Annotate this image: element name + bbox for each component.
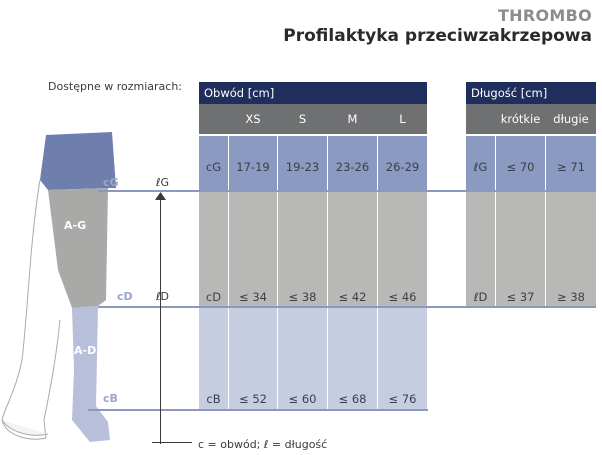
cell-cb-l: ≤ 76: [378, 308, 427, 410]
marker-cd: cD: [117, 290, 133, 303]
row-label-cg: cG: [199, 136, 228, 190]
stocking-leg-illustration: [1, 132, 116, 442]
cell-cg-m: 23-26: [328, 136, 377, 190]
row-label-cd: cD: [199, 192, 228, 306]
cell-cb-xs: ≤ 52: [229, 308, 277, 410]
circumference-header: Obwód [cm]: [199, 82, 427, 104]
size-column-s: S: [278, 104, 327, 134]
marker-lg: ℓG: [156, 176, 170, 189]
cell-ld-short: ≤ 37: [496, 192, 545, 306]
marker-cb: cB: [103, 392, 118, 405]
length-arrow-line: [160, 196, 161, 444]
row-label-lg: ℓG: [466, 136, 495, 190]
segment-label-ag: A-G: [64, 219, 87, 232]
available-sizes-label: Dostępne w rozmiarach:: [48, 80, 183, 93]
cell-cd-m: ≤ 42: [328, 192, 377, 306]
size-column-xs: XS: [229, 104, 277, 134]
marker-ld: ℓD: [156, 290, 170, 303]
measure-line-b: [88, 409, 428, 411]
cell-lg-short: ≤ 70: [496, 136, 545, 190]
measure-line-g: [98, 190, 596, 192]
marker-cg: cG: [103, 176, 119, 189]
leg-middle-band: [48, 188, 108, 308]
leg-foot: [72, 370, 110, 442]
rear-foot-outline: [1, 419, 49, 436]
legend: c = obwód; ℓ = długość: [198, 438, 328, 451]
cell-cg-xs: 17-19: [229, 136, 277, 190]
page-title: Profilaktyka przeciwzakrzepowa: [283, 26, 592, 46]
size-column-m: M: [328, 104, 377, 134]
row-label-cb: cB: [199, 308, 228, 410]
leg-upper-band: [40, 132, 116, 190]
cell-cd-s: ≤ 38: [278, 192, 327, 306]
segment-label-ad: A-D: [74, 344, 97, 357]
length-header: Długość [cm]: [466, 82, 596, 104]
size-column-l: L: [378, 104, 427, 134]
row-label-ld: ℓD: [466, 192, 495, 306]
cell-cb-m: ≤ 68: [328, 308, 377, 410]
cell-cg-s: 19-23: [278, 136, 327, 190]
leg-outline: [1, 179, 61, 440]
ground-line: [152, 442, 192, 443]
brand-name: THROMBO: [497, 6, 592, 25]
cell-cg-l: 26-29: [378, 136, 427, 190]
cell-ld-long: ≥ 38: [546, 192, 596, 306]
cell-cd-l: ≤ 46: [378, 192, 427, 306]
length-column-short: krótkie: [496, 104, 545, 134]
measure-line-d: [98, 306, 596, 308]
cell-cb-s: ≤ 60: [278, 308, 327, 410]
cell-cd-xs: ≤ 34: [229, 192, 277, 306]
length-column-long: długie: [546, 104, 596, 134]
arrow-up-icon: [155, 192, 166, 200]
cell-lg-long: ≥ 71: [546, 136, 596, 190]
